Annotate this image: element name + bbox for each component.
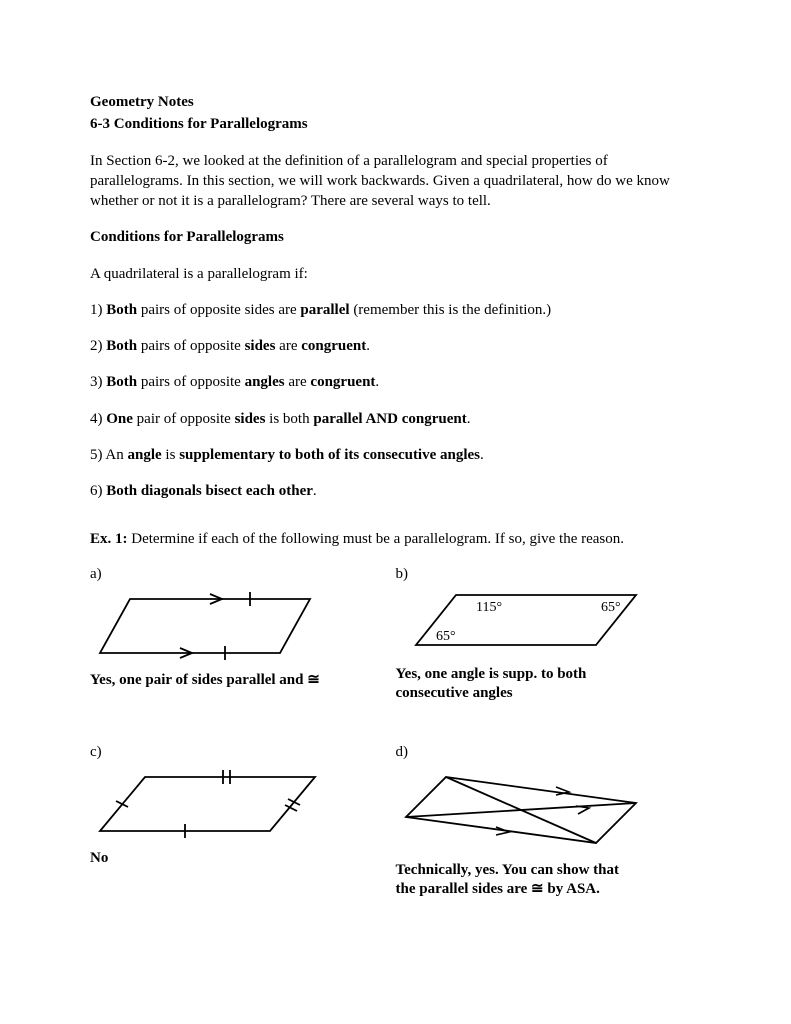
- section-lead: A quadrilateral is a parallelogram if:: [90, 264, 701, 284]
- example-d-answer: Technically, yes. You can show that the …: [396, 861, 702, 900]
- condition-6: 6) Both diagonals bisect each other.: [90, 481, 701, 501]
- diagram-c: [90, 765, 396, 843]
- svg-text:65°: 65°: [601, 600, 621, 615]
- intro-paragraph: In Section 6-2, we looked at the definit…: [90, 151, 701, 212]
- condition-1: 1) Both pairs of opposite sides are para…: [90, 300, 701, 320]
- example-c-label: c): [90, 744, 396, 761]
- example-b: b) 115° 65° 65° Yes, one angle is supp. …: [396, 566, 702, 704]
- example-c-answer: No: [90, 849, 396, 869]
- example-c: c) No: [90, 744, 396, 900]
- example-a-answer: Yes, one pair of sides parallel and ≅: [90, 671, 396, 691]
- example-d: d) Technically, yes. You can show that: [396, 744, 702, 900]
- condition-4: 4) One pair of opposite sides is both pa…: [90, 409, 701, 429]
- example-row-2: c) No d): [90, 744, 701, 900]
- example-a-label: a): [90, 566, 396, 583]
- example-b-answer: Yes, one angle is supp. to both consecut…: [396, 665, 702, 704]
- condition-2: 2) Both pairs of opposite sides are cong…: [90, 336, 701, 356]
- title-line-1: Geometry Notes: [90, 92, 701, 112]
- example-a: a) Yes, one pair of sides parallel and ≅: [90, 566, 396, 704]
- condition-5: 5) An angle is supplementary to both of …: [90, 445, 701, 465]
- document-page: Geometry Notes 6-3 Conditions for Parall…: [0, 0, 791, 940]
- section-heading: Conditions for Parallelograms: [90, 227, 701, 247]
- example-d-label: d): [396, 744, 702, 761]
- diagram-b: 115° 65° 65°: [396, 587, 702, 659]
- svg-text:115°: 115°: [476, 600, 502, 615]
- example-prompt: Ex. 1: Determine if each of the followin…: [90, 529, 701, 549]
- title-line-2: 6-3 Conditions for Parallelograms: [90, 114, 701, 134]
- diagram-a: [90, 587, 396, 665]
- example-b-label: b): [396, 566, 702, 583]
- example-row-1: a) Yes, one pair of sides parallel and ≅…: [90, 566, 701, 704]
- condition-3: 3) Both pairs of opposite angles are con…: [90, 372, 701, 392]
- svg-text:65°: 65°: [436, 629, 456, 644]
- diagram-d: [396, 765, 702, 855]
